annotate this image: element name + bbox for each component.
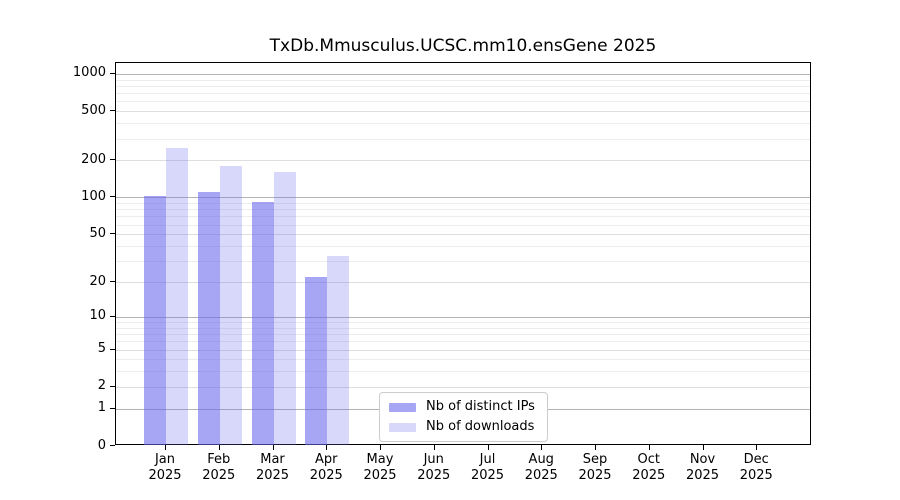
x-tick-mark: [272, 445, 274, 450]
gridline-minor: [116, 93, 810, 95]
gridline-minor: [116, 359, 810, 361]
gridline-minor: [116, 224, 810, 226]
y-tick-mark: [110, 445, 115, 446]
x-axis-tick-label: Sep 2025: [578, 452, 612, 483]
x-tick-mark: [648, 445, 650, 450]
gridline-major: [116, 160, 810, 162]
bar-distinct-ips-apr: [305, 277, 328, 445]
x-tick-mark: [380, 445, 381, 450]
bar-distinct-ips-jan: [144, 195, 166, 445]
gridline-decade: [116, 197, 810, 199]
bar-downloads-jan: [166, 148, 188, 445]
x-tick-mark: [487, 445, 489, 450]
bar-distinct-ips-feb: [197, 191, 220, 445]
x-tick-mark: [541, 445, 543, 450]
y-axis-tick-label: 10: [89, 308, 106, 324]
legend-label-distinct-ips: Nb of distinct IPs: [426, 399, 535, 414]
gridline-minor: [116, 216, 810, 218]
gridline-minor: [116, 246, 810, 248]
plot-area: [115, 62, 811, 445]
x-axis-tick-label: Jan 2025: [148, 452, 182, 483]
x-tick-mark: [326, 445, 328, 450]
x-tick-mark: [702, 445, 704, 450]
bar-distinct-ips-mar: [251, 201, 274, 445]
y-tick-mark: [110, 348, 115, 350]
y-tick-mark: [110, 407, 115, 409]
y-axis-tick-label: 1: [97, 400, 106, 416]
x-axis-tick-label: Jul 2025: [470, 452, 505, 483]
y-axis-tick-label: 500: [81, 102, 106, 118]
x-axis-tick-label: Feb 2025: [202, 452, 236, 483]
y-axis-tick-label: 50: [89, 225, 106, 241]
y-axis-tick-label: 5: [97, 341, 106, 356]
x-tick-mark: [218, 445, 220, 450]
y-tick-mark: [110, 385, 115, 387]
gridline-major: [116, 386, 810, 388]
gridline-minor: [116, 209, 810, 211]
x-tick-mark: [165, 445, 166, 450]
gridline-decade: [116, 73, 810, 75]
y-tick-mark: [110, 315, 115, 317]
gridline-minor: [116, 203, 810, 205]
x-axis-tick-label: Oct 2025: [632, 452, 666, 483]
x-tick-mark: [433, 445, 435, 450]
gridline-minor: [116, 327, 810, 329]
y-axis-tick-label: 0: [97, 437, 106, 453]
x-tick-mark: [756, 445, 758, 450]
gridline-minor: [116, 123, 810, 125]
gridline-minor: [116, 334, 810, 336]
y-axis-tick-label: 20: [89, 273, 106, 289]
gridline-major: [116, 349, 810, 351]
legend-entry-downloads: Nb of downloads: [389, 420, 535, 434]
x-axis-tick-label: Nov 2025: [685, 452, 720, 483]
y-axis-tick-label: 2: [97, 378, 106, 394]
legend: Nb of distinct IPs Nb of downloads: [379, 392, 548, 442]
gridline-minor: [116, 85, 810, 87]
x-axis-tick-label: Aug 2025: [524, 452, 558, 483]
chart-title: TxDb.Mmusculus.UCSC.mm10.ensGene 2025: [269, 36, 657, 56]
x-axis-tick-label: Mar 2025: [255, 452, 290, 483]
y-tick-mark: [110, 110, 115, 112]
x-axis-tick-label: Dec 2025: [739, 452, 773, 483]
gridline-decade: [116, 316, 810, 318]
legend-entry-distinct-ips: Nb of distinct IPs: [389, 400, 535, 414]
gridline-major: [116, 111, 810, 113]
x-axis-tick-label: Apr 2025: [309, 452, 343, 483]
legend-swatch-downloads: [389, 422, 416, 432]
x-axis-tick-label: Jun 2025: [417, 452, 451, 483]
gridline-minor: [116, 341, 810, 343]
bar-downloads-apr: [327, 256, 350, 445]
legend-swatch-distinct-ips: [389, 402, 416, 412]
bar-downloads-feb: [219, 165, 242, 445]
bar-downloads-mar: [273, 171, 296, 445]
gridline-minor: [116, 138, 810, 140]
y-axis-tick-label: 100: [81, 188, 106, 204]
y-tick-mark: [110, 72, 115, 74]
y-tick-mark: [110, 281, 115, 283]
gridline-major: [116, 234, 810, 236]
x-axis-tick-label: May 2025: [363, 452, 397, 483]
gridline-major: [116, 282, 810, 284]
legend-label-downloads: Nb of downloads: [426, 419, 535, 434]
y-tick-mark: [110, 159, 115, 161]
y-tick-mark: [110, 196, 115, 198]
gridline-minor: [116, 371, 810, 373]
y-axis-tick-label: 200: [81, 151, 106, 167]
y-tick-mark: [110, 233, 115, 235]
gridline-minor: [116, 101, 810, 103]
y-axis-tick-label: 1000: [72, 65, 106, 81]
gridline-minor: [116, 79, 810, 81]
gridline-minor: [116, 322, 810, 323]
gridline-minor: [116, 261, 810, 263]
x-tick-mark: [595, 445, 596, 450]
